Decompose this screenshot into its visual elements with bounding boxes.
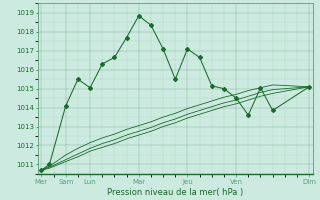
X-axis label: Pression niveau de la mer( hPa ): Pression niveau de la mer( hPa )	[107, 188, 244, 197]
